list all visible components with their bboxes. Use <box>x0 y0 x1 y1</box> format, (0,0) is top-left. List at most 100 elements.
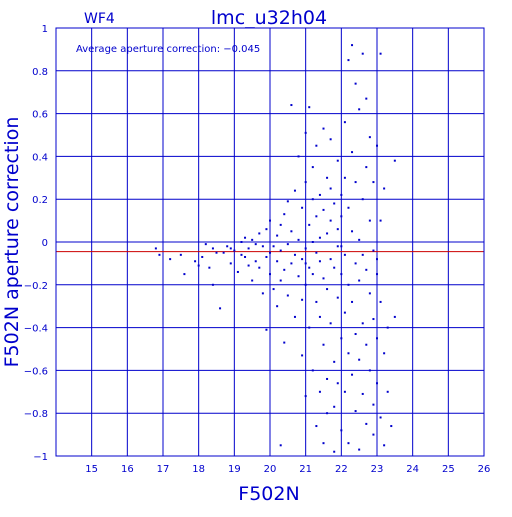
data-point <box>311 166 314 169</box>
data-point <box>197 264 200 267</box>
x-tick-label: 16 <box>121 464 134 475</box>
y-tick-label: −0.4 <box>24 324 48 335</box>
data-point <box>393 315 396 318</box>
data-point <box>301 258 304 261</box>
data-point <box>368 369 371 372</box>
data-point <box>283 213 286 216</box>
data-point <box>336 159 339 162</box>
data-point <box>326 412 329 415</box>
x-tick-label: 20 <box>264 464 277 475</box>
data-point <box>372 403 375 406</box>
data-point <box>368 136 371 139</box>
data-point <box>265 328 268 331</box>
data-point <box>333 450 336 453</box>
y-tick-label: 0.6 <box>32 110 48 121</box>
data-point <box>365 422 368 425</box>
data-point <box>304 247 307 250</box>
data-point <box>340 429 343 432</box>
data-point <box>244 255 247 258</box>
data-point <box>365 166 368 169</box>
data-point <box>286 294 289 297</box>
data-point <box>229 247 232 250</box>
data-point <box>333 266 336 269</box>
data-point <box>354 82 357 85</box>
data-point <box>315 215 318 218</box>
x-tick-label: 19 <box>228 464 241 475</box>
data-point <box>283 341 286 344</box>
data-point <box>229 262 232 265</box>
data-point <box>233 249 236 252</box>
data-point <box>293 253 296 256</box>
data-point <box>326 377 329 380</box>
data-point <box>169 258 172 261</box>
data-point <box>347 283 350 286</box>
panel-label: WF4 <box>84 11 115 27</box>
data-point <box>265 255 268 258</box>
data-point <box>315 425 318 428</box>
reference-lines <box>56 241 484 253</box>
data-point <box>286 243 289 246</box>
y-tick-label: −0.6 <box>24 366 48 377</box>
data-point <box>333 405 336 408</box>
data-point <box>318 315 321 318</box>
data-point <box>333 360 336 363</box>
data-point <box>358 238 361 241</box>
data-point <box>354 262 357 265</box>
x-tick-label: 18 <box>192 464 205 475</box>
data-point <box>336 228 339 231</box>
data-point <box>301 298 304 301</box>
x-tick-label: 23 <box>371 464 384 475</box>
data-point <box>343 121 346 124</box>
data-point <box>329 322 332 325</box>
plot-frame <box>55 27 485 457</box>
x-tick-label: 26 <box>478 464 491 475</box>
data-point <box>361 198 364 201</box>
data-point <box>368 292 371 295</box>
data-point <box>322 208 325 211</box>
data-point <box>347 442 350 445</box>
data-point <box>361 322 364 325</box>
data-point <box>315 144 318 147</box>
data-point <box>219 307 222 310</box>
data-point <box>351 373 354 376</box>
data-point <box>308 326 311 329</box>
data-point <box>318 236 321 239</box>
data-point <box>211 283 214 286</box>
data-point <box>340 215 343 218</box>
data-point <box>383 187 386 190</box>
data-point <box>240 253 243 256</box>
data-point <box>326 176 329 179</box>
data-point <box>386 390 389 393</box>
data-point <box>158 253 161 256</box>
data-point <box>326 288 329 291</box>
data-point <box>183 273 186 276</box>
data-point <box>261 245 264 248</box>
data-point <box>297 275 300 278</box>
data-point <box>258 232 261 235</box>
data-point <box>269 251 271 254</box>
data-point <box>365 343 368 346</box>
data-point <box>308 223 311 226</box>
data-point <box>208 266 211 269</box>
data-point <box>340 337 343 340</box>
data-point <box>379 219 382 222</box>
y-tick-label: −0.8 <box>24 409 48 420</box>
data-point <box>201 255 204 258</box>
data-point <box>393 159 396 162</box>
data-point <box>351 300 354 303</box>
data-point <box>361 52 364 55</box>
data-point <box>351 44 354 47</box>
data-point <box>286 200 289 203</box>
y-axis-label: F502N aperture correction <box>1 117 23 368</box>
data-point <box>279 279 282 282</box>
data-point <box>272 288 275 291</box>
data-point <box>290 262 293 265</box>
data-point <box>279 249 282 252</box>
data-point <box>386 326 389 329</box>
data-point <box>301 354 304 357</box>
data-point <box>329 258 332 261</box>
x-tick-label: 24 <box>406 464 419 475</box>
data-point <box>308 266 311 269</box>
data-point <box>343 176 346 179</box>
